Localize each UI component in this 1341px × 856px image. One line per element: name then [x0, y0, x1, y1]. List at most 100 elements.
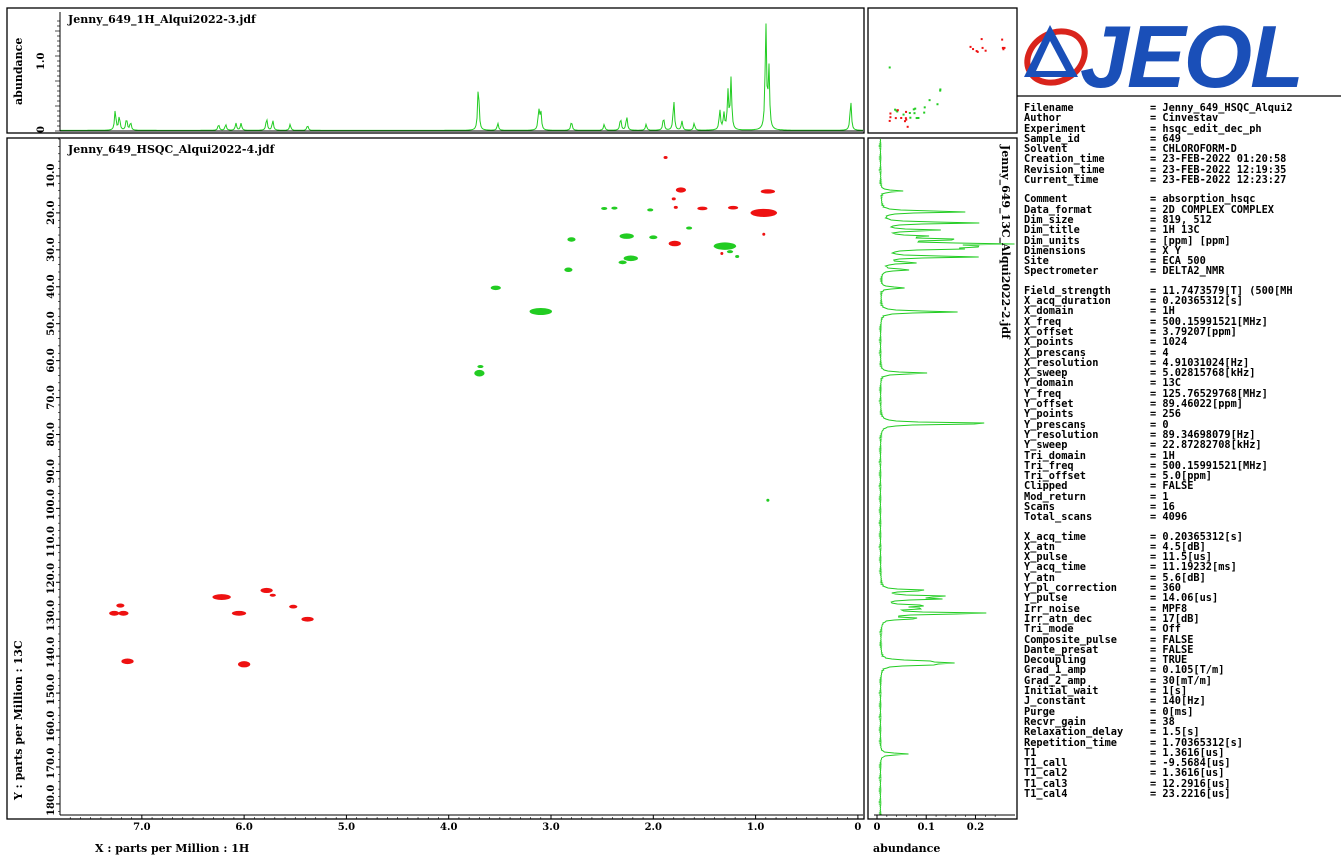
- param-value: = FALSE: [1150, 633, 1194, 646]
- param-value: = X Y: [1150, 244, 1181, 257]
- param-key: Dim_size: [1024, 213, 1074, 226]
- param-value: = 11.5[us]: [1150, 551, 1212, 564]
- param-row: Y_freq = 125.76529768[MHz]: [1024, 388, 1340, 399]
- top-panel-title: Jenny_649_1H_Alqui2022-3.jdf: [67, 13, 257, 27]
- param-key: Purge: [1024, 705, 1055, 718]
- x-tick-label: 2.0: [645, 822, 662, 833]
- cross-peak: [647, 208, 654, 212]
- main-hsqc-panel-frame: [6, 137, 865, 820]
- x-tick-label: 5.0: [338, 822, 355, 833]
- param-value: = 1: [1150, 490, 1169, 503]
- param-key: Composite_pulse: [1024, 633, 1117, 646]
- param-key: Revision_time: [1024, 163, 1105, 176]
- param-row: Author = Cinvestav: [1024, 113, 1340, 124]
- param-key: X_prescans: [1024, 346, 1086, 359]
- right-x-tick-label: 0.2: [967, 822, 984, 833]
- param-value: = 256: [1150, 408, 1181, 421]
- param-row: Revision_time = 23-FEB-2022 12:19:35: [1024, 163, 1340, 176]
- parameter-list: Filename = Jenny_649_HSQC_Alqui2 Author = C…: [1024, 103, 1340, 855]
- param-value: = 23.2216[us]: [1150, 788, 1231, 800]
- corner-peak: [923, 111, 926, 114]
- param-key: Data_format: [1024, 203, 1093, 216]
- param-key: Y_resolution: [1024, 428, 1099, 441]
- param-value: = 5.0[ppm]: [1150, 470, 1212, 483]
- param-key: Dimensions: [1024, 244, 1086, 257]
- param-key: Scans: [1024, 500, 1055, 513]
- param-key: Field_strength: [1024, 284, 1111, 297]
- param-value: = 1.3616[us]: [1150, 767, 1225, 780]
- param-key: Solvent: [1024, 143, 1068, 156]
- param-key: X_acq_time: [1024, 530, 1086, 543]
- corner-peak: [980, 38, 983, 41]
- param-row: X_acq_duration = 0.20365312[s]: [1024, 296, 1340, 307]
- param-key: Dante_presat: [1024, 643, 1099, 656]
- param-key: X_sweep: [1024, 367, 1068, 380]
- param-row: Dim_size = 819, 512: [1024, 213, 1340, 226]
- jeol-logo-graphic: JEOL: [1024, 7, 1304, 95]
- cross-peak: [611, 206, 618, 210]
- y-tick-label: 40.0: [46, 274, 57, 298]
- param-key: Tri_offset: [1024, 470, 1086, 483]
- param-row: Initial_wait = 1[s]: [1024, 686, 1340, 697]
- y-tick-label: 170.0: [46, 748, 57, 779]
- param-row: Mod_return = 1: [1024, 490, 1340, 503]
- top-1h-panel-frame: [6, 7, 865, 134]
- param-row: Y_offset = 89.46022[ppm]: [1024, 399, 1340, 410]
- x-tick-label: 0: [854, 822, 861, 833]
- param-value: = 500.15991521[MHz]: [1150, 315, 1268, 328]
- corner-peak: [906, 125, 909, 128]
- cross-peak: [529, 308, 553, 316]
- corner-peak: [902, 113, 905, 116]
- param-key: Spectrometer: [1024, 265, 1099, 278]
- cross-peak: [477, 365, 484, 369]
- param-key: Tri_domain: [1024, 449, 1086, 462]
- param-key: T1: [1024, 746, 1037, 759]
- param-value: = FALSE: [1150, 480, 1194, 493]
- corner-peak: [923, 106, 926, 109]
- cross-peak: [673, 205, 678, 209]
- param-row: Tri_freq = 500.15991521[MHz]: [1024, 460, 1340, 471]
- param-key: Decoupling: [1024, 654, 1086, 667]
- x-tick-label: 7.0: [133, 822, 150, 833]
- param-key: Y_atn: [1024, 571, 1055, 584]
- cross-peak: [289, 604, 298, 609]
- param-key: Y_prescans: [1024, 418, 1086, 431]
- param-value: = 30[mT/m]: [1150, 674, 1212, 687]
- param-row: X_atn = 4.5[dB]: [1024, 540, 1340, 553]
- corner-peak: [908, 111, 911, 114]
- param-value: = 5.6[dB]: [1150, 571, 1206, 584]
- corner-peak: [1001, 46, 1004, 49]
- param-value: = 4.5[dB]: [1150, 540, 1206, 553]
- param-row: Scans = 16: [1024, 500, 1340, 513]
- param-row: Purge = 0[ms]: [1024, 705, 1340, 718]
- corner-peak: [1003, 46, 1006, 49]
- param-key: Recvr_gain: [1024, 715, 1086, 728]
- param-value: = 1H: [1150, 305, 1175, 318]
- corner-peak: [984, 49, 987, 52]
- cross-peak: [231, 610, 247, 616]
- corner-peak: [896, 109, 899, 112]
- y-tick-label: 130.0: [46, 600, 57, 631]
- right-x-tick-label: 0.1: [918, 822, 935, 833]
- param-row: X_sweep = 5.02815768[kHz]: [1024, 367, 1340, 380]
- param-value: = Jenny_649_HSQC_Alqui2: [1150, 103, 1293, 114]
- y-tick-label: 80.0: [46, 422, 57, 446]
- corner-peak: [889, 112, 892, 115]
- param-row: Y_pl_correction = 360: [1024, 583, 1340, 594]
- jeol-logo: JEOL: [1020, 5, 1341, 95]
- corner-peak: [894, 117, 897, 120]
- param-row: X_offset = 3.79207[ppm]: [1024, 327, 1340, 338]
- param-key: Y_sweep: [1024, 439, 1068, 452]
- y-tick-label: 140.0: [46, 637, 57, 668]
- cross-peak: [697, 206, 708, 211]
- y-tick-label: 50.0: [46, 311, 57, 335]
- cross-peak: [269, 593, 276, 597]
- param-row: X_pulse = 11.5[us]: [1024, 551, 1340, 564]
- right-panel-xlabel: abundance: [873, 842, 940, 855]
- param-row: Creation_time = 23-FEB-2022 01:20:58: [1024, 154, 1340, 165]
- cross-peak: [121, 658, 134, 665]
- cross-peak: [750, 208, 778, 217]
- param-value: = 4.91031024[Hz]: [1150, 356, 1250, 369]
- param-row: T1_cal3 = 12.2916[us]: [1024, 778, 1340, 789]
- param-value: = 23-FEB-2022 12:19:35: [1150, 163, 1287, 176]
